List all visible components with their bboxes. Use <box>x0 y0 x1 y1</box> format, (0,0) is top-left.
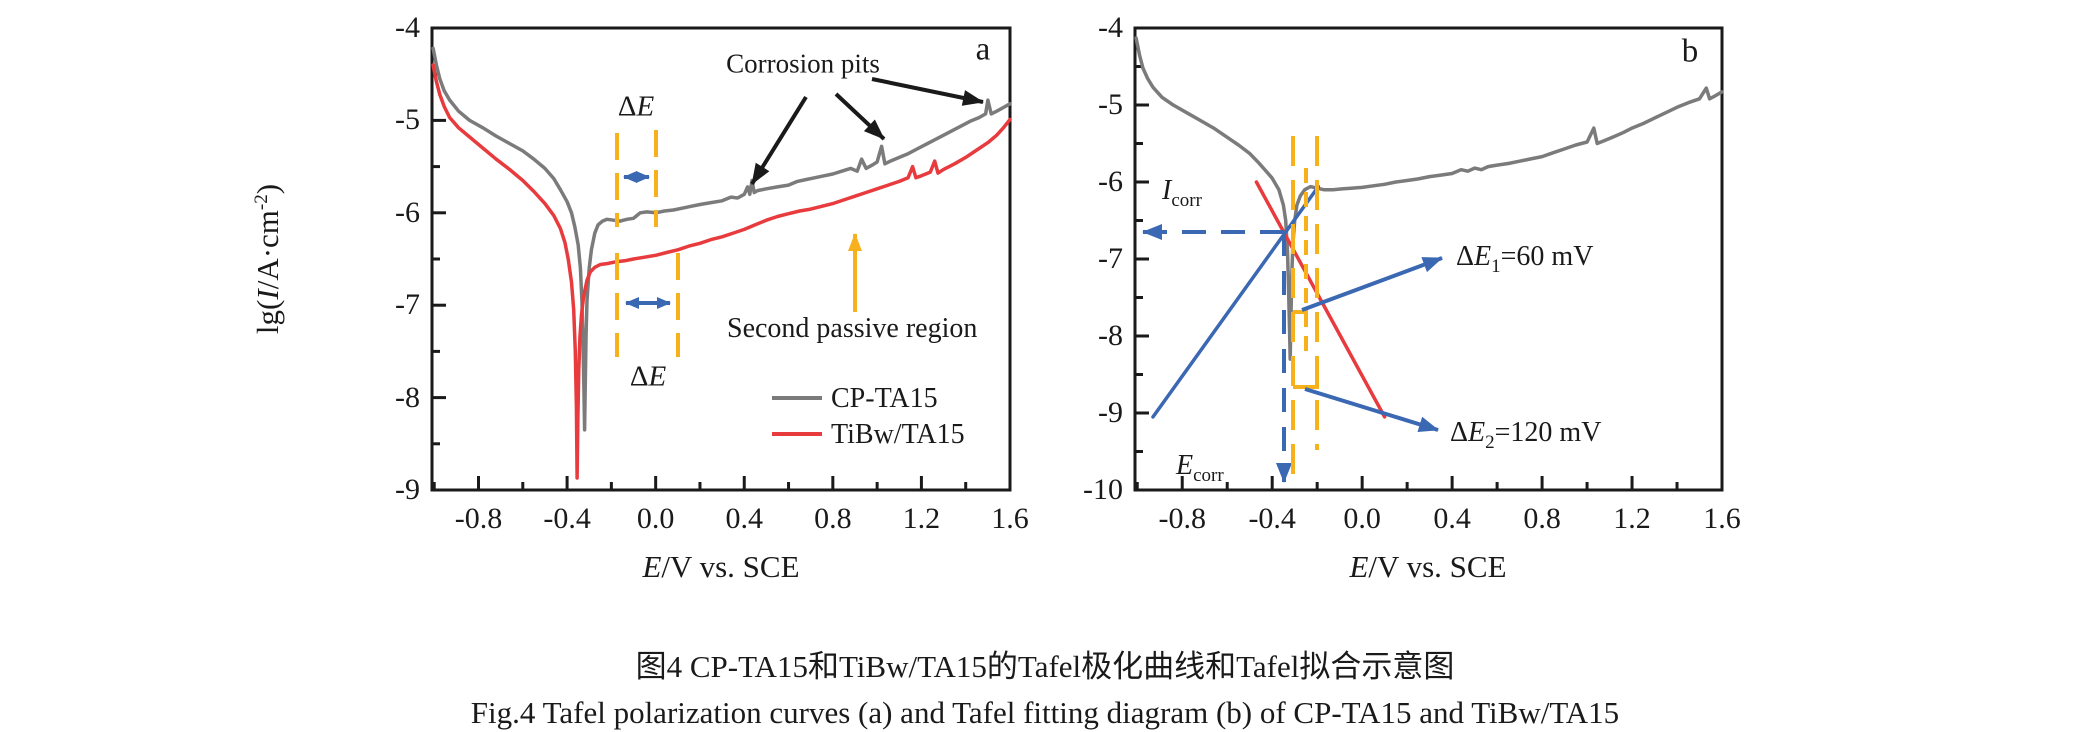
x-tick-label: 0.8 <box>1523 502 1561 535</box>
panel-a-x-axis-title: E/V vs. SCE <box>642 549 800 584</box>
i-corr-label: Icorr <box>1162 175 1202 211</box>
x-tick-label: -0.4 <box>1248 502 1296 535</box>
x-tick-label: -0.4 <box>543 502 591 535</box>
curve-tibw-ta15 <box>431 63 1012 480</box>
y-tick-label: -7 <box>395 288 420 322</box>
x-tick-label: 0.4 <box>1433 502 1471 535</box>
delta-e1-label: ΔE1=60 mV <box>1456 241 1594 277</box>
x-tick-label: 0.4 <box>725 502 764 535</box>
x-tick-label: 0.0 <box>1343 502 1381 535</box>
y-tick-label: -5 <box>395 103 420 137</box>
caption-chinese: 图4 CP-TA15和TiBw/TA15的Tafel极化曲线和Tafel拟合示意… <box>635 649 1455 684</box>
panel-a-y-axis-title: lg(I/A·cm-2) <box>250 183 285 335</box>
curve-anodic-tafel-fit <box>1151 184 1321 419</box>
legend-label-tibw-ta15: TiBw/TA15 <box>831 419 965 450</box>
y-tick-label: -4 <box>1098 11 1123 44</box>
panel-b-frame <box>1133 26 1724 492</box>
x-tick-label: -0.8 <box>1158 502 1206 535</box>
e-corr-label: Ecorr <box>1176 450 1224 486</box>
y-tick-label: -4 <box>395 11 420 44</box>
panel-b-curves <box>1134 36 1724 419</box>
caption-english: Fig.4 Tafel polarization curves (a) and … <box>470 695 1620 730</box>
corrosion-pits-arrows <box>750 77 984 186</box>
y-tick-label: -10 <box>1083 473 1123 506</box>
y-tick-label: -5 <box>1098 88 1123 121</box>
panel-b-yellow-guides <box>1291 136 1319 480</box>
delta-e1-pointer-arrow <box>1301 256 1443 312</box>
panel-b-letter: b <box>1681 33 1699 70</box>
panel-a-curves <box>431 46 1012 480</box>
y-tick-label: -8 <box>1098 319 1123 352</box>
x-tick-label: 0.0 <box>636 502 675 535</box>
x-tick-label: 1.2 <box>1613 502 1651 535</box>
axis-ticks <box>432 26 1724 492</box>
y-tick-label: -7 <box>1098 242 1123 275</box>
curve-cp-ta15 <box>1134 36 1724 361</box>
corrosion-pits-label: Corrosion pits <box>726 48 880 79</box>
y-tick-label: -6 <box>1098 165 1123 198</box>
y-tick-label: -8 <box>395 380 420 414</box>
delta-e2-label: ΔE2=120 mV <box>1450 417 1602 453</box>
second-passive-label: Second passive region <box>727 313 978 344</box>
delta-e2-pointer-arrow <box>1304 387 1439 433</box>
panel-a-delta-e-upper-guides <box>615 130 658 227</box>
delta-e-lower-label: ΔE <box>629 360 667 393</box>
curve-cp-ta15 <box>431 46 1012 432</box>
curve-cathodic-tafel-fit <box>1254 180 1387 419</box>
x-tick-label: 1.2 <box>902 502 941 535</box>
delta-e-upper-label: ΔE <box>617 90 655 123</box>
legend-swatches <box>772 396 822 436</box>
x-tick-label: 1.6 <box>1703 502 1741 535</box>
y-tick-label: -9 <box>395 473 420 506</box>
panel-a-letter: a <box>975 31 991 68</box>
y-tick-label: -9 <box>1098 396 1123 429</box>
x-tick-label: -0.8 <box>454 502 503 535</box>
x-tick-label: 1.6 <box>991 502 1029 535</box>
panel-a-delta-e-lower-guides <box>615 253 680 357</box>
x-tick-label: 0.8 <box>814 502 852 535</box>
y-tick-label: -6 <box>395 195 420 229</box>
legend-label-cp-ta15: CP-TA15 <box>831 383 938 414</box>
panel-b-x-axis-title: E/V vs. SCE <box>1349 549 1507 584</box>
